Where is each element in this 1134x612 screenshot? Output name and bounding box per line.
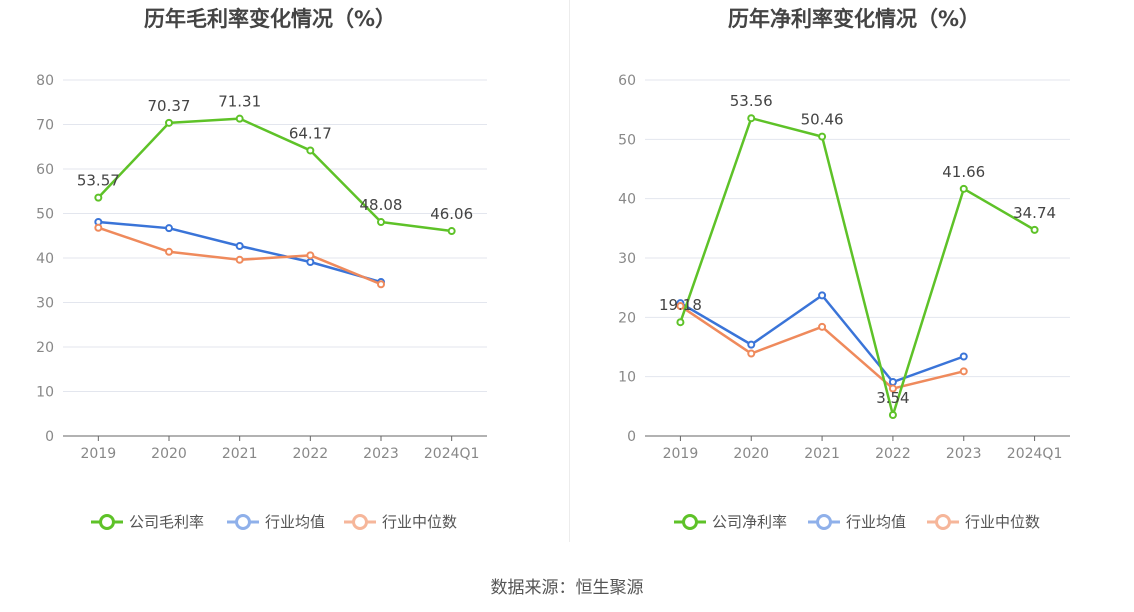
data-label: 53.57 [77, 172, 120, 190]
y-tick-label: 20 [618, 310, 636, 326]
x-tick-label: 2019 [81, 446, 117, 462]
y-tick-label: 10 [618, 370, 636, 386]
data-point-industry_median [959, 367, 968, 376]
y-tick-label: 0 [627, 429, 636, 445]
x-tick-label: 2021 [804, 446, 840, 462]
panel-divider [569, 0, 570, 542]
gross-margin-chart-panel: 历年毛利率变化情况（%） 0 10 20 30 40 50 60 70 80 2019 2020 202… [0, 0, 567, 560]
data-label: 3.54 [876, 389, 909, 407]
data-label: 46.06 [430, 205, 473, 223]
y-tick-label: 30 [36, 296, 54, 312]
legend-label: 行业中位数 [382, 513, 457, 531]
data-point-industry_median [747, 349, 756, 358]
data-point-industry_median [94, 223, 103, 232]
data-point-industry_avg [959, 352, 968, 361]
y-tick-label: 20 [36, 340, 54, 356]
x-tick-label: 2023 [946, 446, 982, 462]
y-tick-label: 60 [618, 73, 636, 89]
x-tick-label: 2022 [875, 446, 911, 462]
data-source-label: 数据来源：恒生聚源 [490, 578, 644, 598]
data-label: 50.46 [801, 111, 844, 129]
data-point-industry_median [818, 322, 827, 331]
legend-swatch-marker [816, 514, 832, 530]
data-label: 64.17 [289, 124, 332, 142]
x-tick-label: 2019 [663, 446, 699, 462]
data-point-company [1030, 225, 1039, 234]
series-line-industry_avg [679, 294, 965, 384]
data-point-industry_median [235, 255, 244, 264]
data-point-company [306, 146, 315, 155]
legend-swatch-marker [235, 514, 251, 530]
data-point-industry_median [377, 280, 385, 289]
data-label: 19.18 [659, 296, 702, 314]
data-point-company [377, 218, 385, 227]
y-tick-label: 40 [36, 251, 54, 267]
data-label: 71.31 [218, 93, 261, 111]
data-label: 41.66 [942, 163, 985, 181]
x-tick-label: 2023 [363, 446, 399, 462]
x-tick-label: 2022 [293, 446, 329, 462]
chart-title: 历年毛利率变化情况（%） [144, 7, 396, 31]
data-label: 48.08 [360, 196, 403, 214]
x-tick-label: 2021 [222, 446, 258, 462]
data-label: 34.74 [1013, 204, 1056, 222]
legend-label: 行业均值 [265, 513, 325, 531]
legend-label: 行业均值 [846, 513, 906, 531]
x-tick-label: 2024Q1 [424, 446, 480, 462]
data-point-industry_avg [747, 340, 756, 349]
y-tick-label: 50 [618, 132, 636, 148]
series-line-industry_avg [98, 220, 382, 284]
data-point-industry_avg [165, 224, 173, 233]
data-point-company [676, 318, 685, 327]
legend-swatch-marker [935, 514, 951, 530]
legend-label: 行业中位数 [965, 513, 1040, 531]
y-tick-label: 40 [618, 192, 636, 208]
y-tick-label: 30 [618, 251, 636, 267]
y-tick-label: 70 [36, 118, 54, 134]
data-point-industry_avg [306, 258, 315, 267]
gross-margin-chart: 历年毛利率变化情况（%） 0 10 20 30 40 50 60 70 80 2019 2020 202… [36, 7, 487, 531]
data-point-industry_avg [235, 241, 244, 250]
data-point-industry_median [165, 247, 173, 256]
legend-swatch-marker [682, 514, 698, 530]
data-point-company [888, 410, 897, 419]
net-margin-chart: 历年净利率变化情况（%） 0 10 20 30 40 50 60 2019 2020 2021 202… [618, 7, 1070, 531]
data-point-company [818, 132, 827, 141]
legend-label: 公司毛利率 [129, 513, 204, 531]
legend-swatch-marker [352, 514, 368, 530]
data-point-company [747, 114, 756, 123]
series-line-industry_median [679, 305, 965, 390]
series-line-company [679, 116, 1036, 417]
net-margin-chart-panel: 历年净利率变化情况（%） 0 10 20 30 40 50 60 2019 2020 2021 202… [567, 0, 1134, 560]
y-tick-label: 80 [36, 73, 54, 89]
data-point-company [447, 227, 456, 236]
data-point-company [235, 114, 244, 123]
data-point-industry_avg [818, 291, 827, 300]
series-line-company [97, 117, 452, 233]
y-tick-label: 0 [45, 429, 54, 445]
data-point-company [165, 118, 173, 127]
y-tick-label: 10 [36, 385, 54, 401]
chart-title: 历年净利率变化情况（%） [728, 7, 980, 31]
data-point-company [94, 193, 103, 202]
data-point-industry_median [676, 302, 685, 311]
legend-label: 公司净利率 [712, 513, 787, 531]
x-tick-label: 2020 [151, 446, 187, 462]
y-tick-label: 60 [36, 162, 54, 178]
legend-swatch-marker [99, 514, 115, 530]
data-point-industry_median [888, 384, 897, 393]
x-tick-label: 2024Q1 [1007, 446, 1063, 462]
data-label: 70.37 [148, 97, 191, 115]
data-label: 53.56 [730, 92, 773, 110]
y-tick-label: 50 [36, 207, 54, 223]
x-tick-label: 2020 [733, 446, 769, 462]
data-point-industry_median [306, 251, 315, 260]
data-point-company [959, 184, 968, 193]
data-point-industry_avg [888, 378, 897, 387]
